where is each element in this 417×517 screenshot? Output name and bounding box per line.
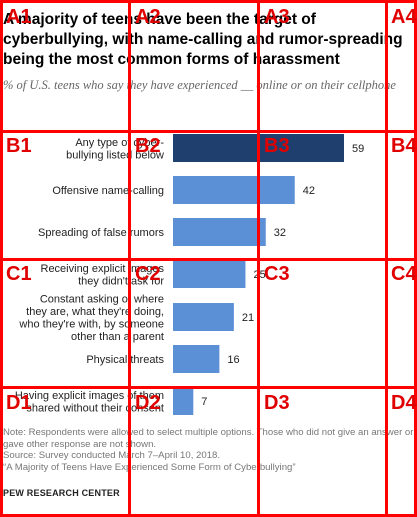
grid-hline-2 [0, 258, 417, 261]
grid-label-a4: A4 [391, 6, 417, 28]
value-label-2: 32 [274, 227, 286, 239]
grid-label-b3: B3 [264, 135, 290, 157]
chart-title: A majority of teens have been the target… [3, 11, 403, 68]
grid-label-a3: A3 [264, 6, 290, 28]
value-label-1: 42 [303, 185, 315, 197]
grid-label-b1: B1 [6, 135, 32, 157]
grid-hline-4 [0, 514, 417, 517]
grid-label-a2: A2 [135, 6, 161, 28]
bar-6 [173, 387, 194, 415]
bar-3 [173, 260, 246, 288]
category-label-2: Spreading of false rumors [38, 227, 164, 239]
grid-label-c3: C3 [264, 263, 290, 285]
source-organization: PEW RESEARCH CENTER [3, 488, 120, 498]
grid-hline-3 [0, 386, 417, 389]
bar-1 [173, 176, 295, 204]
grid-hline-1 [0, 130, 417, 133]
bar-2 [173, 218, 266, 246]
grid-label-c1: C1 [6, 263, 32, 285]
note-text: Note: Respondents were allowed to select… [3, 427, 414, 450]
value-label-4: 21 [242, 312, 254, 324]
chart-subtitle: % of U.S. teens who say they have experi… [3, 78, 396, 92]
grid-label-d3: D3 [264, 392, 290, 414]
grid-label-c2: C2 [135, 263, 161, 285]
value-label-6: 7 [201, 396, 207, 408]
chart-notes: Note: Respondents were allowed to select… [3, 427, 415, 473]
bar-5 [173, 345, 220, 373]
category-label-4: Constant asking of where they are, what t… [18, 293, 164, 343]
bar-chart: 59 Any type of cyber-bullying listed belo… [15, 134, 364, 415]
grid-label-c4: C4 [391, 263, 417, 285]
category-label-0: Any type of cyber-bullying listed below [66, 137, 164, 162]
grid-label-b2: B2 [135, 135, 161, 157]
value-label-0: 59 [352, 143, 364, 155]
grid-hline-0 [0, 0, 417, 3]
value-label-5: 16 [227, 354, 239, 366]
report-title: “A Majority of Teens Have Experienced So… [3, 461, 296, 473]
grid-label-b4: B4 [391, 135, 417, 157]
category-label-3: Receiving explicit images they didn't ask… [41, 263, 165, 288]
grid-label-d4: D4 [391, 392, 417, 414]
source-text: Source: Survey conducted March 7–April 1… [3, 450, 221, 461]
grid-label-d2: D2 [135, 392, 161, 414]
category-label-1: Offensive name-calling [52, 185, 164, 197]
grid-label-a1: A1 [6, 6, 32, 28]
category-label-5: Physical threats [86, 354, 164, 366]
bar-4 [173, 303, 234, 331]
grid-label-d1: D1 [6, 392, 32, 414]
